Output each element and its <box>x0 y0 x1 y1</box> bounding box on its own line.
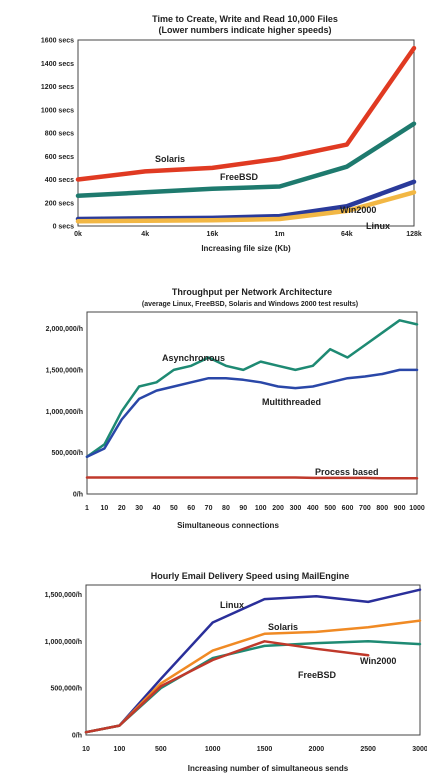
chart2-series-line-asynchronous <box>85 319 419 459</box>
chart2-x-tick-label: 300 <box>290 505 302 512</box>
chart1-series-line-solaris <box>75 45 417 182</box>
chart2-plot-frame <box>86 311 418 495</box>
chart3-series-label-freebsd: FreeBSD <box>298 670 337 680</box>
chart3-series-line-freebsd <box>84 640 422 734</box>
chart1-y-tick-label: 200 secs <box>45 200 74 207</box>
chart1-y-tick-label: 1600 secs <box>41 38 74 45</box>
chart2-x-tick-label: 200 <box>272 505 284 512</box>
chart3-plot-frame <box>85 584 421 736</box>
chart3-x-tick-label: 2000 <box>309 746 325 753</box>
chart3-y-tick-label: 1,000,000/h <box>45 639 82 646</box>
chart1-x-tick-label: 16k <box>207 231 219 238</box>
chart2-y-tick-label: 500,000/h <box>51 450 83 457</box>
chart1-x-tick-label: 64k <box>341 231 353 238</box>
chart3-series-label-linux: Linux <box>220 600 244 610</box>
chart1-series-label-freebsd: FreeBSD <box>220 172 259 182</box>
chart2-y-tick-label: 1,500,000/h <box>46 367 83 374</box>
chart2-series-line-process-based <box>85 476 419 480</box>
chart1-series-line-win2000 <box>75 179 417 222</box>
chart1-x-tick-label: 1m <box>275 231 285 238</box>
chart1-series-label-win2000: Win2000 <box>340 205 376 215</box>
chart1-y-tick-label: 1000 secs <box>41 107 74 114</box>
chart2-x-tick-label: 500 <box>324 505 336 512</box>
chart2-x-tick-label: 900 <box>394 505 406 512</box>
chart2-y-tick-label: 2,000,000/h <box>46 326 83 333</box>
chart1-series-line-freebsd <box>75 121 417 199</box>
chart3-x-tick-label: 10 <box>82 746 90 753</box>
chart3-series-line-solaris <box>84 619 422 734</box>
chart1-y-tick-label: 0 secs <box>53 224 75 231</box>
chart2-x-tick-label: 100 <box>255 505 267 512</box>
chart1-y-tick-label: 1200 secs <box>41 84 74 91</box>
chart2-x-tick-label: 10 <box>100 505 108 512</box>
chart1-series-label-solaris: Solaris <box>155 154 185 164</box>
chart3-x-axis-label: Increasing number of simultaneous sends <box>188 764 349 773</box>
chart1-y-tick-label: 1400 secs <box>41 61 74 68</box>
chart1-title: Time to Create, Write and Read 10,000 Fi… <box>152 14 338 24</box>
chart1-series-label-linux: Linux <box>366 221 390 231</box>
chart1-subtitle: (Lower numbers indicate higher speeds) <box>158 25 331 35</box>
chart2-y-tick-label: 0/h <box>73 492 83 499</box>
chart3-x-tick-label: 3000 <box>412 746 427 753</box>
chart3-title: Hourly Email Delivery Speed using MailEn… <box>151 571 350 581</box>
chart2-series-line-multithreaded <box>85 368 419 459</box>
chart2-x-tick-label: 400 <box>307 505 319 512</box>
chart3-y-tick-label: 500,000/h <box>50 686 82 693</box>
chart2-series-label-asynchronous: Asynchronous <box>162 353 225 363</box>
chart2-series-label-process-based: Process based <box>315 467 379 477</box>
chart2-x-tick-label: 20 <box>118 505 126 512</box>
chart2-title: Throughput per Network Architecture <box>172 287 332 297</box>
chart2-x-tick-label: 50 <box>170 505 178 512</box>
chart2-x-tick-label: 40 <box>153 505 161 512</box>
chart2-x-tick-label: 1000 <box>409 505 425 512</box>
chart3-y-tick-label: 1,500,000/h <box>45 592 82 599</box>
chart1-x-tick-label: 128k <box>406 231 422 238</box>
chart2-x-tick-label: 700 <box>359 505 371 512</box>
chart3-x-tick-label: 100 <box>114 746 126 753</box>
chart1-y-tick-label: 600 secs <box>45 154 74 161</box>
chart3-x-tick-label: 2500 <box>360 746 376 753</box>
chart-throughput: Throughput per Network Architecture (ave… <box>46 287 425 530</box>
chart1-plot-frame <box>77 39 415 227</box>
chart1-x-tick-label: 4k <box>141 231 149 238</box>
chart2-x-tick-label: 70 <box>205 505 213 512</box>
chart2-x-tick-label: 600 <box>342 505 354 512</box>
chart3-series-label-solaris: Solaris <box>268 622 298 632</box>
chart2-series-label-multithreaded: Multithreaded <box>262 397 321 407</box>
chart2-x-axis-label: Simultaneous connections <box>177 521 279 530</box>
chart2-x-tick-label: 60 <box>187 505 195 512</box>
chart2-x-tick-label: 80 <box>222 505 230 512</box>
chart2-x-tick-label: 90 <box>239 505 247 512</box>
chart2-x-tick-label: 30 <box>135 505 143 512</box>
chart3-x-tick-label: 1000 <box>205 746 221 753</box>
chart3-series-line-win2000 <box>84 640 370 734</box>
chart1-series-line-linux <box>75 190 417 224</box>
chart3-y-tick-label: 0/h <box>72 733 82 740</box>
chart1-x-tick-label: 0k <box>74 231 82 238</box>
chart2-y-tick-label: 1,000,000/h <box>46 409 83 416</box>
chart2-x-tick-label: 800 <box>376 505 388 512</box>
chart2-subtitle: (average Linux, FreeBSD, Solaris and Win… <box>142 301 358 308</box>
chart1-y-tick-label: 400 secs <box>45 177 74 184</box>
chart2-x-tick-label: 1 <box>85 505 89 512</box>
chart3-x-tick-label: 500 <box>155 746 167 753</box>
chart-email-delivery: Hourly Email Delivery Speed using MailEn… <box>45 571 427 773</box>
chart1-x-axis-label: Increasing file size (Kb) <box>201 244 291 253</box>
chart3-series-label-win2000: Win2000 <box>360 656 396 666</box>
chart3-x-tick-label: 1500 <box>257 746 273 753</box>
chart-file-operations: Time to Create, Write and Read 10,000 Fi… <box>41 14 422 253</box>
chart1-y-tick-label: 800 secs <box>45 131 74 138</box>
